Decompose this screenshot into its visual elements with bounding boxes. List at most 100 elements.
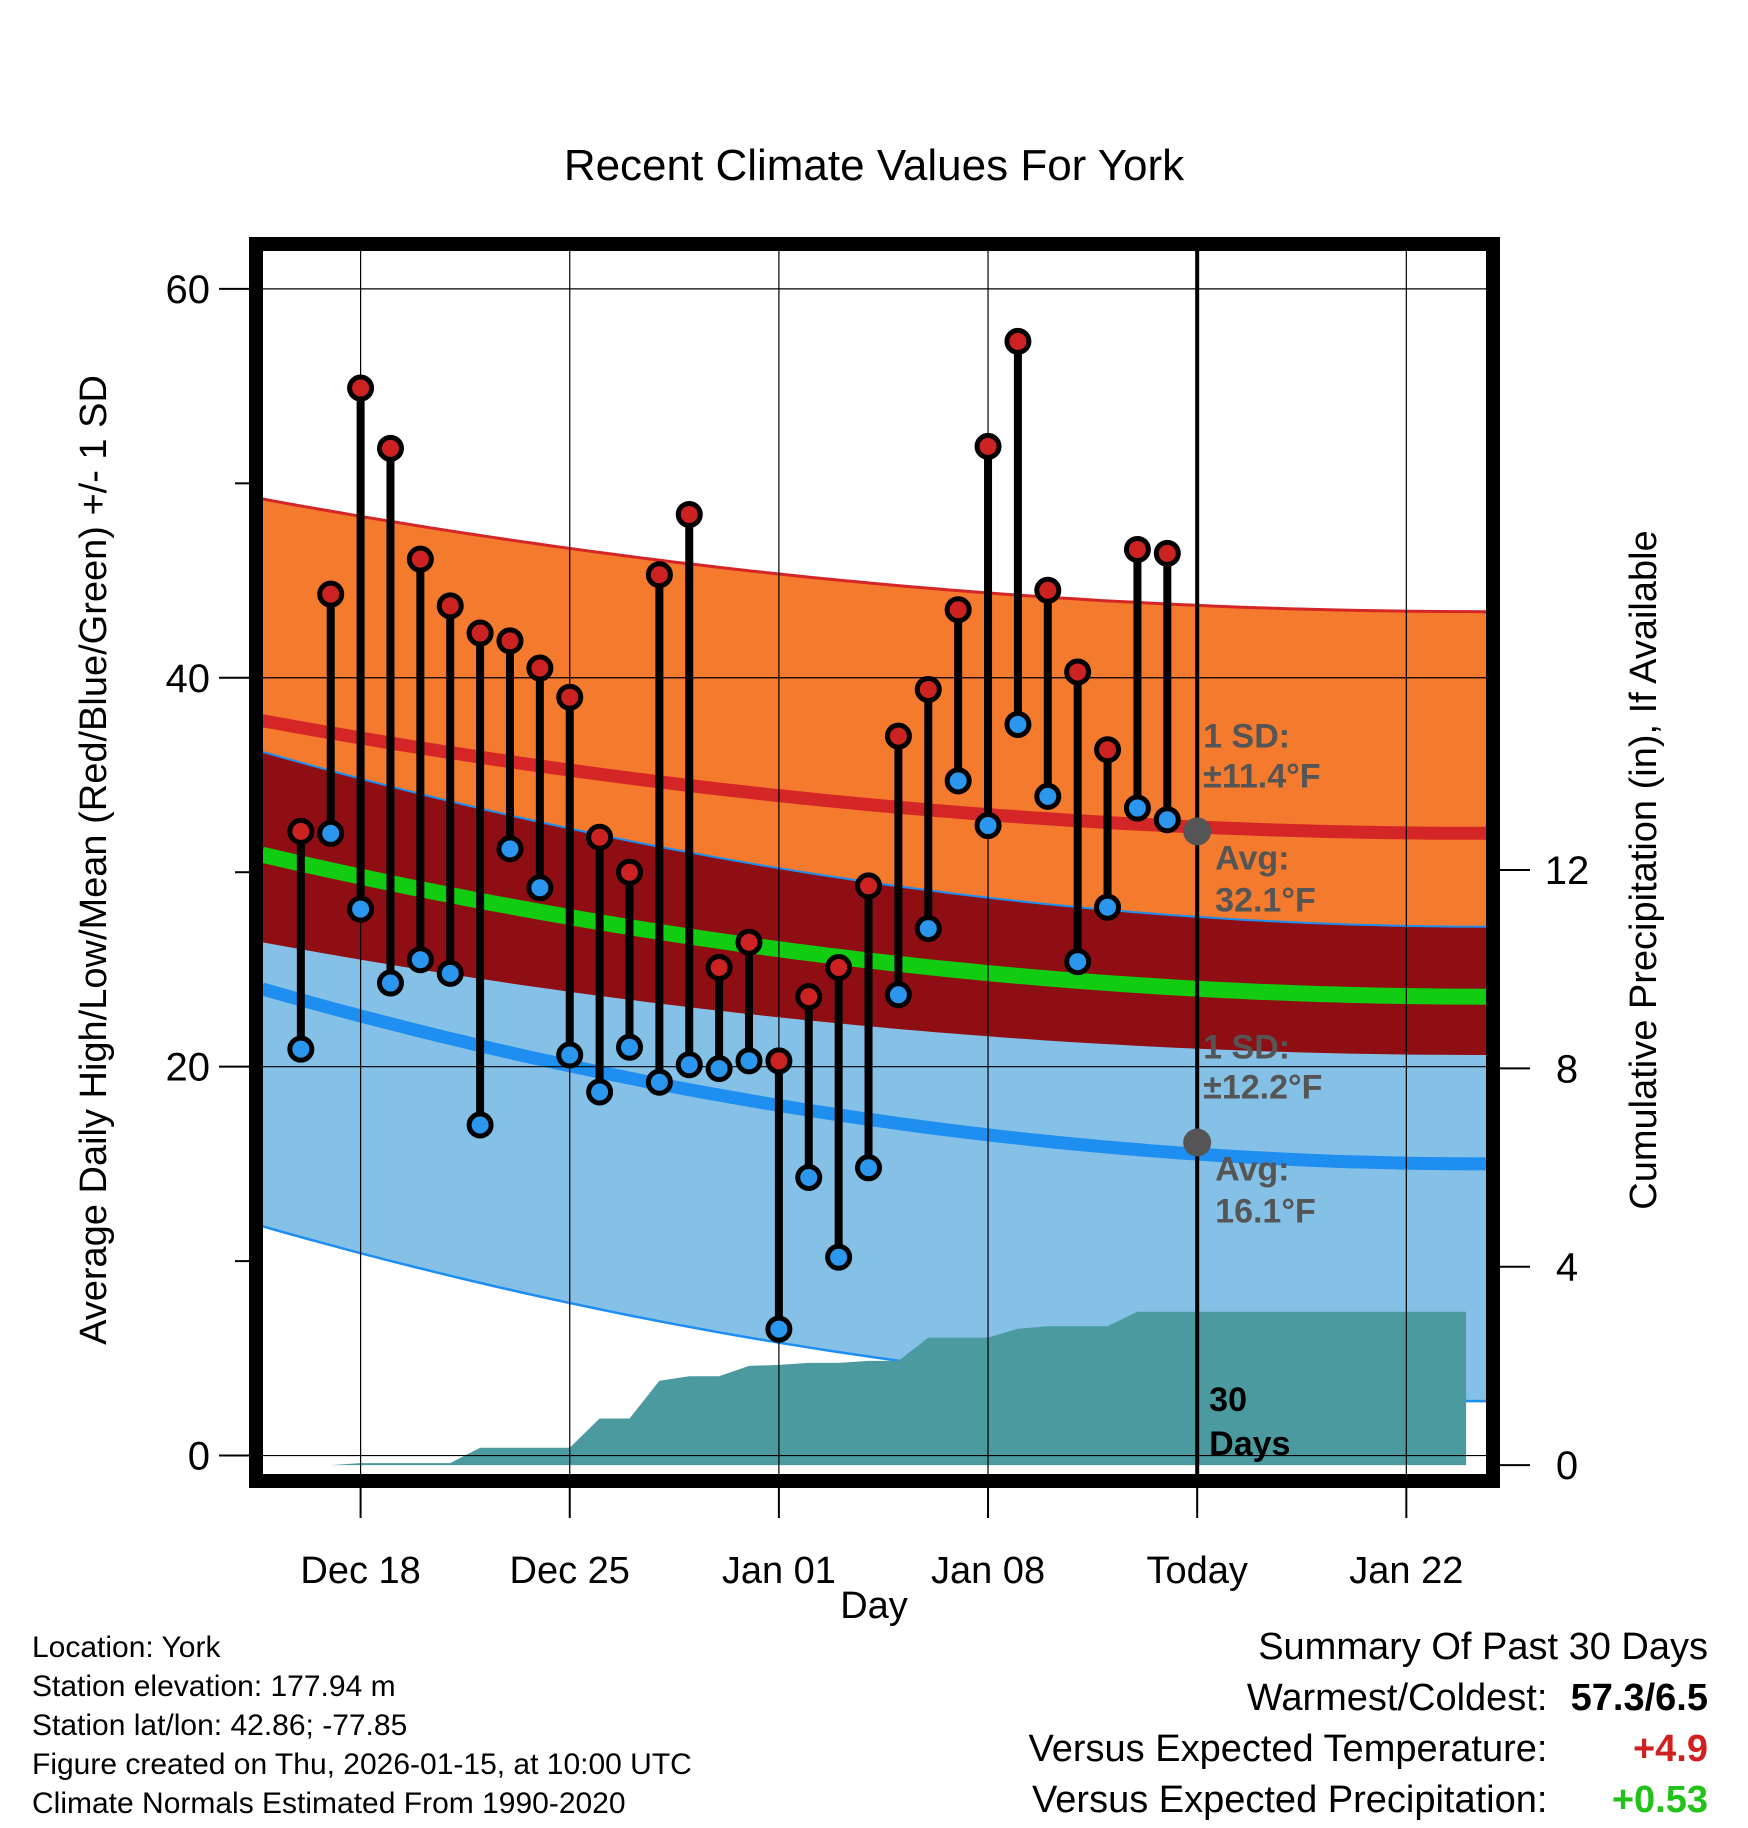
low-point-26 [1034,782,1062,810]
high-point-4 [376,434,404,462]
low-point-28 [1094,893,1122,921]
low-point-8 [496,835,524,863]
low-point-22 [914,915,942,943]
low-point-1 [287,1035,315,1063]
low-point-19 [825,1243,853,1271]
high-point-1 [287,817,315,845]
low-point-25 [1004,710,1032,738]
low-point-6 [436,959,464,987]
high-point-30 [1153,539,1181,567]
temp-anomaly-value: +4.9 [1632,1728,1708,1770]
created-text: Figure created on Thu, 2026-01-15, at 10… [32,1748,692,1781]
normal-mean-line [262,846,1487,1005]
high-point-15 [705,954,733,981]
high-point-3 [347,374,375,402]
high-point-29 [1123,535,1151,563]
high-point-7 [466,619,494,647]
summary-panel: Summary Of Past 30 Days Warmest/Coldest:… [1029,1622,1708,1826]
y-tick-right-label-2: 8 [1556,1047,1578,1091]
y-tick-left-label-1: 20 [166,1046,211,1090]
high-point-26 [1034,576,1062,604]
x-tick-label-1: Dec 25 [510,1550,630,1592]
precip-anomaly-label: Versus Expected Precipitation: [1032,1779,1548,1821]
warm-cold-label: Warmest/Coldest: [1246,1677,1548,1719]
high-point-19 [825,954,853,981]
location-text: Location: York [32,1631,221,1664]
precip-anomaly-value: +0.53 [1611,1779,1708,1821]
y-axis-right-label: Cumulative Precipitation (in), If Availa… [1623,530,1665,1209]
high-point-27 [1064,658,1092,686]
low-sd-value: ±12.2°F [1203,1069,1322,1107]
high-point-28 [1094,736,1122,764]
high-point-9 [526,654,554,682]
elevation-text: Station elevation: 177.94 m [32,1670,396,1703]
x-tick-label-0: Dec 18 [300,1550,420,1592]
low-point-23 [944,767,972,795]
low-point-2 [317,819,345,847]
precip-cumulative-area [270,1311,1467,1466]
high-avg-value: 32.1°F [1215,881,1316,919]
window-count-label: 30 [1209,1381,1247,1419]
high-point-14 [675,500,703,528]
x-tick-label-5: Jan 22 [1349,1550,1463,1592]
high-point-10 [556,683,584,711]
climate-chart: Recent Climate Values For York 1 SD:±11.… [73,141,1665,1627]
low-avg-label: Avg: [1215,1151,1289,1189]
high-point-18 [795,983,823,1011]
low-point-7 [466,1111,494,1139]
y-tick-left-label-0: 0 [188,1435,210,1479]
low-point-24 [974,812,1002,840]
x-tick-label-2: Jan 01 [722,1550,836,1592]
y-axis-left-label: Average Daily High/Low/Mean (Red/Blue/Gr… [73,375,115,1345]
y-tick-right-label-0: 0 [1556,1444,1578,1488]
high-point-22 [914,675,942,703]
high-point-6 [436,592,464,620]
low-point-5 [406,946,434,974]
x-tick-label-3: Jan 08 [931,1550,1045,1592]
low-point-15 [705,1055,733,1083]
high-sd-value: ±11.4°F [1203,757,1320,795]
low-point-4 [376,969,404,997]
high-point-11 [586,823,614,851]
temp-anomaly-label: Versus Expected Temperature: [1028,1728,1548,1770]
low-point-14 [675,1051,703,1079]
high-point-12 [616,858,643,886]
summary-temperature: Versus Expected Temperature: +4.9 [1029,1724,1708,1775]
y-tick-left-label-2: 40 [166,657,211,701]
y-tick-right-label-3: 12 [1545,849,1590,893]
high-point-8 [496,627,524,655]
high-point-16 [735,928,763,956]
low-point-17 [765,1315,793,1343]
low-point-27 [1064,948,1092,976]
low-point-21 [884,981,912,1009]
low-point-16 [735,1047,763,1075]
high-sd-label: 1 SD: [1203,717,1290,755]
window-unit-label: Days [1209,1425,1290,1463]
low-point-11 [586,1078,614,1106]
high-point-20 [855,872,883,900]
warm-cold-value: 57.3/6.5 [1570,1677,1708,1719]
low-point-30 [1153,806,1181,834]
normals-text: Climate Normals Estimated From 1990-2020 [32,1787,626,1820]
summary-precipitation: Versus Expected Precipitation: +0.53 [1029,1775,1708,1826]
low-point-13 [645,1068,673,1096]
low-point-3 [347,895,375,923]
station-info: Location: York Station elevation: 177.94… [32,1628,692,1823]
chart-title: Recent Climate Values For York [564,141,1185,190]
high-point-2 [317,580,345,608]
x-tick-label-4: Today [1146,1550,1247,1592]
low-point-18 [795,1164,823,1191]
low-point-12 [616,1033,643,1061]
low-avg-value: 16.1°F [1215,1193,1316,1231]
low-point-29 [1123,794,1151,822]
high-point-25 [1004,327,1032,355]
x-axis-label: Day [840,1585,908,1627]
high-point-13 [645,561,673,589]
y-tick-left-label-3: 60 [166,268,211,312]
low-point-10 [556,1041,584,1069]
low-point-9 [526,874,554,902]
plot-frame [249,237,1500,1488]
low-point-20 [855,1154,883,1182]
today-normal-low-marker [1183,1128,1212,1157]
